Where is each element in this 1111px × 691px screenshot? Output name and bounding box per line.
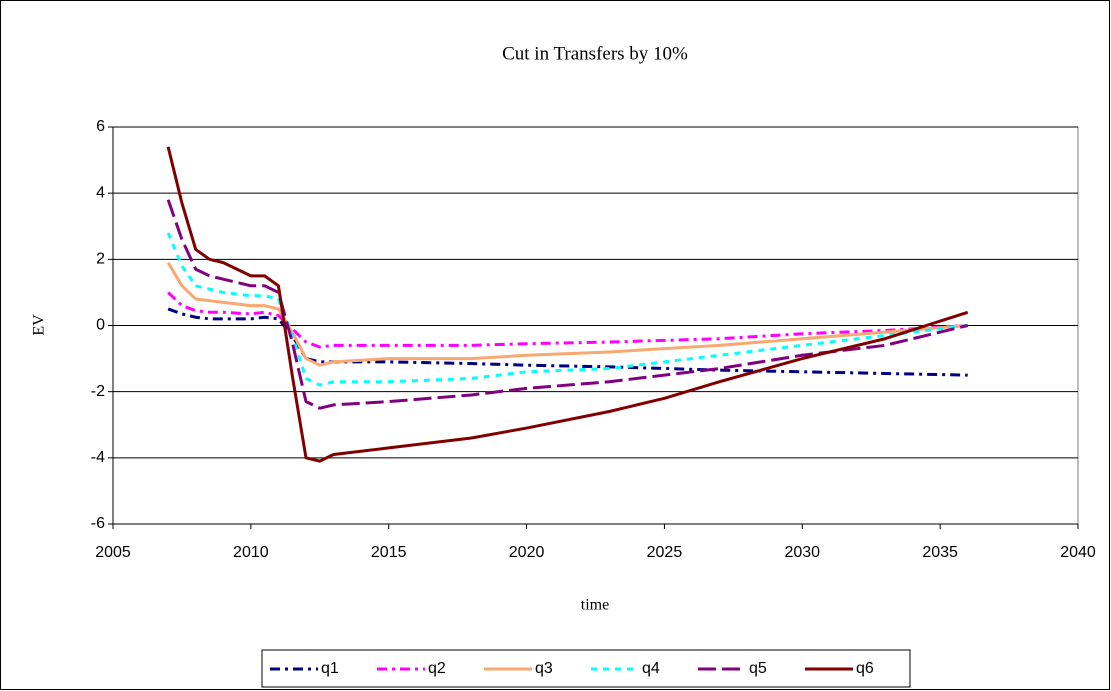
x-tick-label: 2025 [647, 544, 683, 561]
legend-label: q4 [642, 660, 660, 677]
series-line [166, 199, 969, 410]
series-line [166, 261, 968, 367]
legend-label: q5 [749, 660, 767, 677]
y-tick-label: 0 [96, 317, 105, 334]
series-line [167, 291, 968, 349]
x-tick-label: 2040 [1060, 544, 1096, 561]
x-tick-label: 2015 [371, 544, 407, 561]
y-tick-label: -4 [91, 449, 105, 466]
x-tick-label: 2035 [922, 544, 958, 561]
legend-label: q1 [321, 660, 339, 677]
y-tick-label: 2 [96, 251, 105, 268]
x-tick-label: 2010 [233, 544, 269, 561]
y-tick-label: 6 [96, 118, 105, 135]
y-axis-label: EV [31, 314, 48, 336]
x-tick-label: 2005 [95, 544, 131, 561]
x-tick-label: 2020 [509, 544, 545, 561]
legend [261, 649, 911, 688]
chart-title: Cut in Transfers by 10% [502, 43, 688, 64]
x-axis-label: time [581, 597, 609, 614]
y-tick-label: 4 [96, 184, 105, 201]
y-tick-label: -2 [91, 383, 105, 400]
series-line [166, 146, 969, 463]
series-line [166, 232, 968, 387]
legend-label: q2 [428, 660, 446, 677]
x-tick-label: 2030 [784, 544, 820, 561]
legend-label: q6 [856, 660, 874, 677]
legend-label: q3 [535, 660, 553, 677]
y-tick-label: -6 [91, 515, 105, 532]
